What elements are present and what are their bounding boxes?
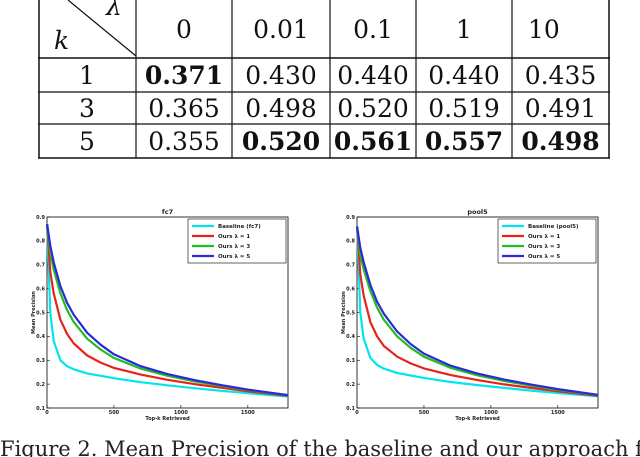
- plot-title: fc7: [162, 208, 173, 216]
- y-axis-label: Mean Precision: [31, 291, 37, 334]
- figure-caption: Figure 2. Mean Precision of the baseline…: [0, 437, 640, 457]
- table-cell: 0.491: [524, 93, 597, 123]
- series-line-1: [356, 226, 599, 397]
- table-cell: 0.430: [245, 60, 317, 90]
- lambda-col-header: 10: [528, 14, 560, 44]
- pool5-plot-canvas: pool5 0.1 0.2 0.3 0.4 0.5 0.6 0.7 0.8 0.9 0 500 1000…: [341, 208, 599, 422]
- y-tick-label: 0.2: [346, 382, 355, 388]
- series-line-0: [46, 224, 289, 398]
- y-tick-label: 0.1: [36, 406, 45, 412]
- table-cell: 0.440: [337, 60, 409, 90]
- y-tick-label: 0.9: [346, 215, 355, 221]
- table-cell: 0.498: [521, 126, 600, 156]
- y-tick-label: 0.9: [36, 215, 45, 221]
- k-header: k: [54, 26, 70, 55]
- x-axis-label: Top-k Retrieved: [455, 416, 500, 422]
- x-tick-label: 0: [45, 410, 49, 416]
- x-tick-label: 0: [355, 410, 359, 416]
- lambda-header: λ: [106, 0, 122, 21]
- legend-label: Ours λ = 5: [528, 254, 560, 260]
- lambda-col-header: 0.01: [253, 14, 309, 44]
- series-line-1: [46, 224, 289, 397]
- series-line-2: [356, 226, 599, 397]
- y-tick-label: 0.6: [346, 286, 355, 292]
- legend-label: Ours λ = 5: [218, 254, 250, 260]
- legend-label: Ours λ = 1: [528, 234, 560, 240]
- y-tick-label: 0.7: [346, 263, 355, 269]
- y-tick-label: 0.6: [36, 286, 45, 292]
- lambda-col-header: 0: [176, 14, 192, 44]
- series-line-0: [356, 226, 599, 398]
- x-axis-label: Top-k Retrieved: [145, 416, 190, 422]
- table-grid-lines: [38, 0, 610, 159]
- legend-label: Baseline (pool5): [528, 224, 579, 230]
- legend-label: Baseline (fc7): [218, 224, 261, 230]
- series-line-3: [356, 226, 599, 396]
- diagonal-divider: [67, 0, 137, 57]
- y-tick-label: 0.1: [346, 406, 355, 412]
- y-tick-label: 0.4: [36, 334, 45, 340]
- y-tick-label: 0.7: [36, 263, 45, 269]
- lambda-col-header: 1: [456, 14, 472, 44]
- table-cell: 0.435: [524, 60, 597, 90]
- x-tick-label: 1000: [484, 410, 498, 416]
- x-tick-label: 500: [109, 410, 120, 416]
- k-row-label: 1: [79, 60, 95, 90]
- pool5-precision-plot: pool5 0.1 0.2 0.3 0.4 0.5 0.6 0.7 0.8 0.9 0 500 1000…: [340, 202, 620, 422]
- y-tick-label: 0.3: [36, 358, 45, 364]
- table-cell: 0.355: [148, 126, 220, 156]
- table-cell: 0.520: [337, 93, 409, 123]
- y-tick-label: 0.2: [36, 382, 45, 388]
- series-line-3: [46, 224, 289, 397]
- table-cell: 0.440: [428, 60, 500, 90]
- table-cell: 0.561: [333, 126, 413, 156]
- y-tick-label: 0.3: [346, 358, 355, 364]
- lambda-col-header: 0.1: [353, 14, 393, 44]
- k-row-label: 5: [79, 126, 95, 156]
- x-tick-label: 1000: [174, 410, 188, 416]
- fc7-plot-canvas: fc7 0.1 0.2 0.3 0.4 0.5 0.6 0.7 0.8 0.9 0 500 1000 15…: [31, 208, 289, 422]
- y-tick-label: 0.5: [36, 310, 45, 316]
- table-cell: 0.371: [144, 60, 224, 90]
- x-tick-label: 500: [419, 410, 430, 416]
- legend-label: Ours λ = 3: [528, 244, 560, 250]
- y-tick-label: 0.8: [346, 239, 355, 245]
- y-tick-label: 0.4: [346, 334, 355, 340]
- table-cell: 0.365: [148, 93, 220, 123]
- table-cell: 0.557: [424, 126, 504, 156]
- table-cell: 0.498: [245, 93, 317, 123]
- y-axis-label: Mean Precision: [341, 291, 347, 334]
- legend-label: Ours λ = 1: [218, 234, 250, 240]
- table-cell: 0.519: [428, 93, 500, 123]
- y-tick-label: 0.5: [346, 310, 355, 316]
- table-cell: 0.520: [241, 126, 321, 156]
- plot-title: pool5: [467, 208, 488, 216]
- legend-label: Ours λ = 3: [218, 244, 250, 250]
- x-tick-label: 1500: [241, 410, 255, 416]
- fc7-precision-plot: fc7 0.1 0.2 0.3 0.4 0.5 0.6 0.7 0.8 0.9 0 500 1000 15…: [30, 202, 310, 422]
- x-tick-label: 1500: [551, 410, 565, 416]
- y-tick-label: 0.8: [36, 239, 45, 245]
- k-row-label: 3: [79, 93, 95, 123]
- results-table: λ k 0 0.01 0.1 1 10 1 0.371 0.430 0.440 …: [38, 0, 610, 160]
